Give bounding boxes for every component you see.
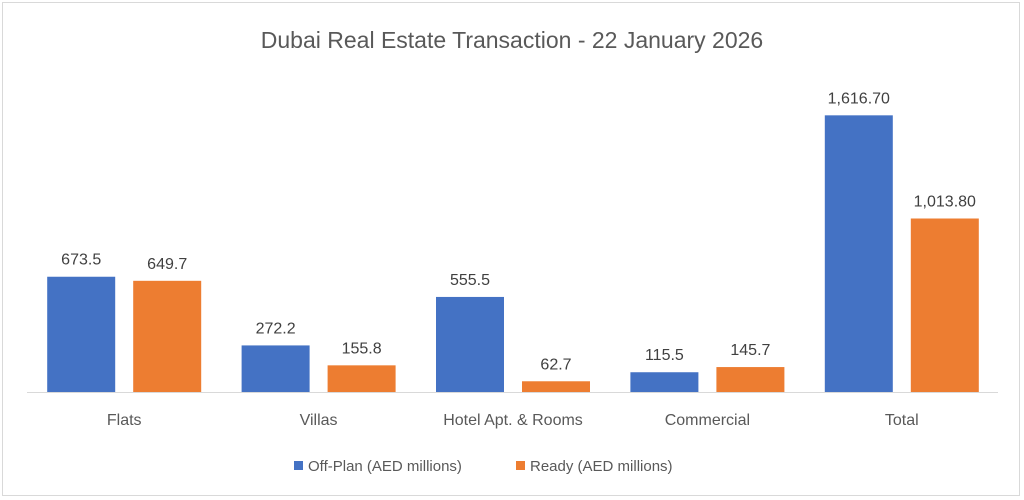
legend-swatch-ready (516, 461, 525, 470)
legend-label: Ready (AED millions) (530, 458, 673, 475)
legend-swatch-off-plan (294, 461, 303, 470)
data-label: 62.7 (540, 356, 571, 373)
bar-ready-1 (327, 365, 396, 392)
data-label: 1,013.80 (914, 194, 976, 211)
x-tick-label: Flats (107, 412, 142, 429)
bar-ready-2 (522, 381, 590, 392)
legend-label: Off-Plan (AED millions) (308, 458, 462, 475)
x-tick-label: Villas (300, 412, 338, 429)
x-tick-label: Hotel Apt. & Rooms (443, 412, 583, 429)
data-label: 673.5 (61, 252, 101, 269)
data-label: 145.7 (730, 342, 770, 359)
x-tick-label: Commercial (665, 412, 750, 429)
legend: Off-Plan (AED millions) Ready (AED millio… (294, 458, 673, 475)
data-label: 649.7 (147, 256, 187, 273)
bar-ready-4 (910, 218, 979, 392)
bar-off-plan-4 (824, 115, 893, 392)
data-label: 1,616.70 (828, 90, 890, 107)
bar-off-plan-1 (241, 345, 310, 392)
data-label: 272.2 (256, 320, 296, 337)
x-tick-label: Total (885, 412, 919, 429)
data-label: 155.8 (342, 340, 382, 357)
bar-off-plan-3 (630, 372, 699, 392)
bar-ready-3 (716, 367, 785, 392)
bar-off-plan-2 (436, 296, 504, 392)
bar-ready-0 (133, 280, 202, 392)
data-label: 555.5 (450, 272, 490, 289)
bar-off-plan-0 (47, 276, 116, 392)
chart-title: Dubai Real Estate Transaction - 22 Janua… (261, 27, 763, 53)
data-label: 115.5 (645, 347, 684, 364)
